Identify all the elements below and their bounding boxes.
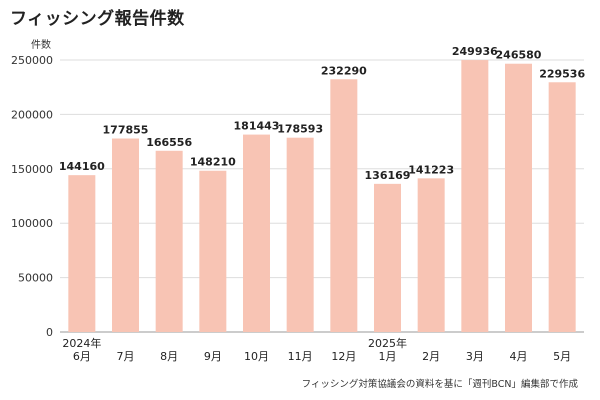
bar bbox=[505, 63, 532, 333]
data-label: 141223 bbox=[408, 163, 454, 176]
bar bbox=[548, 82, 576, 332]
x-axis: 6月 7月 8月 9月 10月 11月 12月 1月 2月 3月 4月 5月 2024年 2025年 bbox=[62, 336, 571, 363]
bar bbox=[417, 178, 445, 332]
x-tick-label: 1月 bbox=[379, 350, 397, 363]
x-tick-label: 10月 bbox=[244, 350, 269, 363]
data-label: 232290 bbox=[321, 64, 367, 77]
source-note: フィッシング対策協議会の資料を基に「週刊BCN」編集部で作成 bbox=[301, 379, 578, 390]
data-label: 181443 bbox=[234, 120, 280, 133]
y-tick-label: 200000 bbox=[11, 108, 53, 121]
x-tick-label: 5月 bbox=[553, 350, 571, 363]
y-tick-label: 0 bbox=[46, 326, 53, 339]
bar bbox=[199, 170, 227, 332]
bar bbox=[155, 150, 183, 332]
data-label: 246580 bbox=[496, 49, 542, 62]
x-tick-label: 8月 bbox=[160, 350, 178, 363]
x-tick-label: 7月 bbox=[117, 350, 135, 363]
bars bbox=[68, 60, 576, 333]
data-label: 229536 bbox=[539, 67, 585, 80]
y-tick-label: 50000 bbox=[18, 272, 53, 285]
x-year-label: 2025年 bbox=[368, 336, 407, 350]
x-tick-label: 6月 bbox=[73, 350, 91, 363]
bar bbox=[112, 138, 139, 332]
x-year-label: 2024年 bbox=[62, 336, 101, 350]
data-label: 166556 bbox=[146, 136, 192, 149]
x-tick-label: 11月 bbox=[288, 350, 313, 363]
y-axis: 件数 0 50000 100000 150000 200000 250000 bbox=[11, 38, 53, 339]
data-label: 148210 bbox=[190, 156, 236, 169]
y-tick-label: 100000 bbox=[11, 217, 53, 230]
bar bbox=[461, 60, 489, 332]
y-tick-label: 150000 bbox=[11, 163, 53, 176]
grid-lines bbox=[60, 59, 584, 333]
x-tick-label: 9月 bbox=[204, 350, 222, 363]
x-tick-label: 3月 bbox=[466, 350, 484, 363]
data-label: 249936 bbox=[452, 45, 498, 58]
bar bbox=[68, 175, 96, 332]
chart-title: フィッシング報告件数 bbox=[10, 9, 185, 29]
y-tick-label: 250000 bbox=[11, 54, 53, 67]
x-tick-label: 12月 bbox=[331, 350, 356, 363]
y-axis-label: 件数 bbox=[31, 38, 51, 51]
bar bbox=[374, 183, 401, 332]
data-label: 177855 bbox=[103, 123, 149, 136]
bar bbox=[330, 79, 358, 332]
x-tick-label: 2月 bbox=[422, 350, 440, 363]
data-label: 136169 bbox=[365, 169, 411, 182]
bar bbox=[286, 137, 314, 332]
bar bbox=[243, 134, 270, 332]
data-label: 178593 bbox=[277, 123, 323, 136]
x-tick-label: 4月 bbox=[510, 350, 528, 363]
data-label: 144160 bbox=[59, 160, 105, 173]
